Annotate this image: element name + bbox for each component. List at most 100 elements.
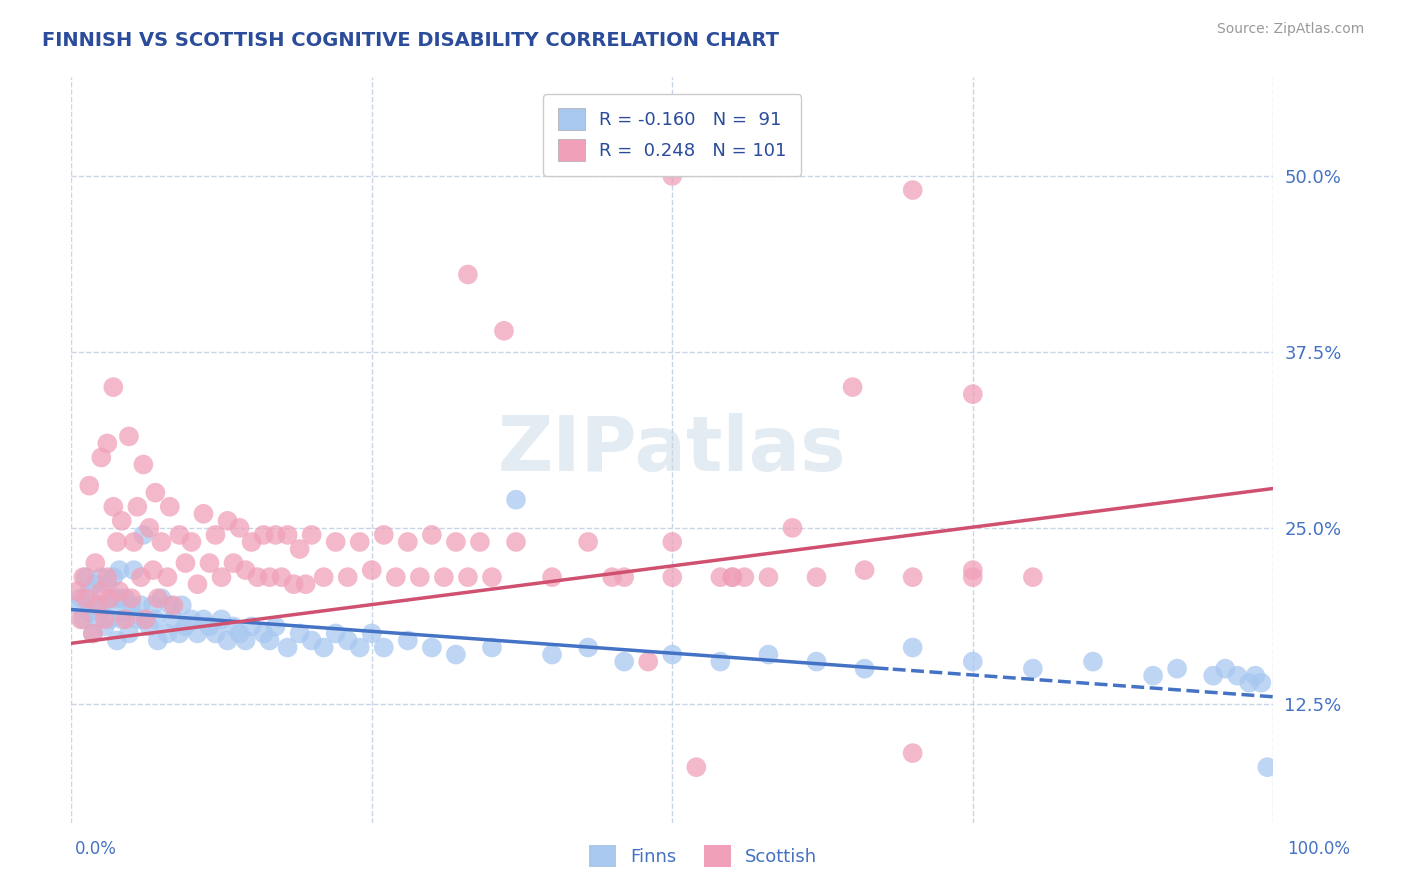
Point xyxy=(481,570,503,584)
Point xyxy=(709,655,731,669)
Point xyxy=(1081,655,1104,669)
Point xyxy=(301,633,323,648)
Point xyxy=(86,612,108,626)
Point xyxy=(721,570,744,584)
Point xyxy=(114,591,136,606)
Point xyxy=(129,599,152,613)
Point xyxy=(288,626,311,640)
Point xyxy=(72,612,94,626)
Point xyxy=(576,640,599,655)
Point xyxy=(82,626,104,640)
Point xyxy=(661,169,683,183)
Point xyxy=(613,570,636,584)
Point xyxy=(444,535,467,549)
Point xyxy=(962,387,984,401)
Point xyxy=(98,591,121,606)
Point xyxy=(222,619,245,633)
Point xyxy=(111,514,134,528)
Legend: R = -0.160   N =  91, R =  0.248   N = 101: R = -0.160 N = 91, R = 0.248 N = 101 xyxy=(543,94,801,176)
Point xyxy=(420,528,443,542)
Point xyxy=(180,612,202,626)
Point xyxy=(360,626,382,640)
Point xyxy=(84,577,107,591)
Point xyxy=(138,521,160,535)
Point xyxy=(77,478,100,492)
Point xyxy=(162,612,184,626)
Point xyxy=(962,655,984,669)
Point xyxy=(169,626,191,640)
Point xyxy=(217,514,239,528)
Point xyxy=(118,429,141,443)
Point xyxy=(70,612,93,626)
Point xyxy=(70,591,93,606)
Point xyxy=(841,380,863,394)
Point xyxy=(373,528,395,542)
Point xyxy=(217,633,239,648)
Point xyxy=(259,570,281,584)
Point xyxy=(162,599,184,613)
Point xyxy=(1166,662,1188,676)
Point xyxy=(1244,668,1267,682)
Point xyxy=(420,640,443,655)
Point xyxy=(288,541,311,556)
Point xyxy=(193,507,215,521)
Point xyxy=(114,605,136,619)
Point xyxy=(75,570,97,584)
Point xyxy=(1256,760,1278,774)
Point xyxy=(637,655,659,669)
Point xyxy=(1142,668,1164,682)
Point xyxy=(132,458,155,472)
Text: FINNISH VS SCOTTISH COGNITIVE DISABILITY CORRELATION CHART: FINNISH VS SCOTTISH COGNITIVE DISABILITY… xyxy=(42,31,779,50)
Text: Source: ZipAtlas.com: Source: ZipAtlas.com xyxy=(1216,22,1364,37)
Point xyxy=(1022,662,1045,676)
Point xyxy=(170,599,193,613)
Point xyxy=(336,633,359,648)
Point xyxy=(901,640,924,655)
Point xyxy=(186,577,208,591)
Point xyxy=(758,570,780,584)
Point xyxy=(349,535,371,549)
Point xyxy=(142,563,165,577)
Point xyxy=(409,570,432,584)
Point xyxy=(90,570,112,584)
Point xyxy=(336,570,359,584)
Point xyxy=(1213,662,1236,676)
Point xyxy=(853,563,876,577)
Point xyxy=(66,599,89,613)
Point xyxy=(75,591,97,606)
Point xyxy=(901,570,924,584)
Point xyxy=(721,570,744,584)
Point xyxy=(90,599,112,613)
Point xyxy=(312,640,335,655)
Point xyxy=(349,640,371,655)
Point xyxy=(492,324,515,338)
Legend: Finns, Scottish: Finns, Scottish xyxy=(582,838,824,874)
Point xyxy=(222,556,245,570)
Point xyxy=(962,563,984,577)
Point xyxy=(758,648,780,662)
Point xyxy=(246,570,269,584)
Point xyxy=(301,528,323,542)
Point xyxy=(901,746,924,760)
Point xyxy=(806,570,828,584)
Point xyxy=(360,563,382,577)
Point xyxy=(142,599,165,613)
Point xyxy=(127,500,149,514)
Point xyxy=(312,570,335,584)
Point xyxy=(1239,675,1261,690)
Point xyxy=(103,500,125,514)
Point xyxy=(782,521,804,535)
Point xyxy=(962,570,984,584)
Point xyxy=(235,563,257,577)
Point xyxy=(108,591,131,606)
Point xyxy=(709,570,731,584)
Point xyxy=(457,268,479,282)
Point xyxy=(132,528,155,542)
Text: ZIPatlas: ZIPatlas xyxy=(498,414,846,487)
Point xyxy=(1250,675,1272,690)
Point xyxy=(180,535,202,549)
Point xyxy=(105,633,128,648)
Point xyxy=(72,570,94,584)
Point xyxy=(77,605,100,619)
Point xyxy=(444,648,467,662)
